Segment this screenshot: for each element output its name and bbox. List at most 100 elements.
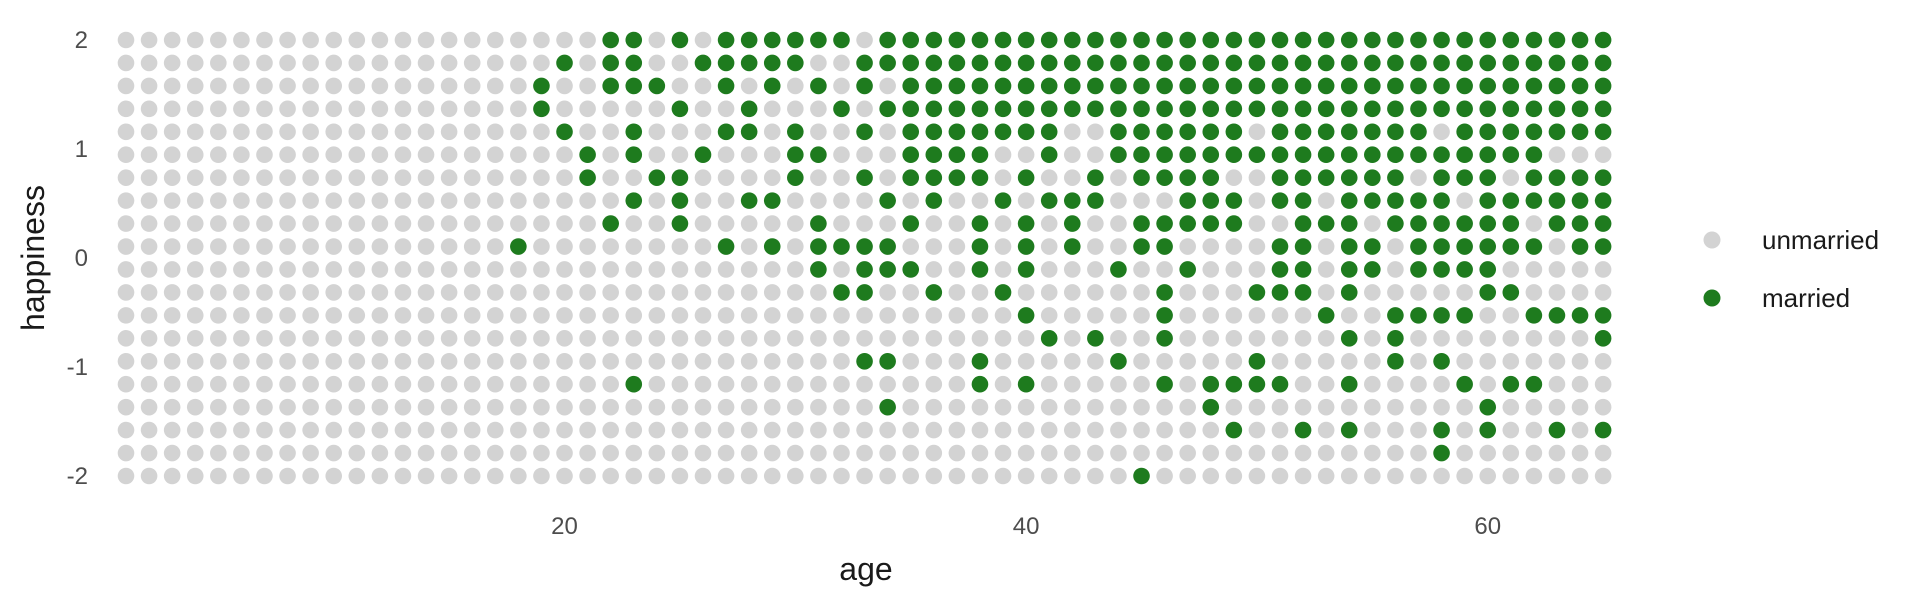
unmarried-point <box>417 444 435 462</box>
unmarried-point <box>163 330 181 347</box>
unmarried-point <box>671 330 689 347</box>
unmarried-point <box>233 238 250 255</box>
unmarried-point <box>302 307 319 324</box>
unmarried-point <box>1156 467 1173 485</box>
unmarried-point <box>1571 261 1589 278</box>
married-point <box>1040 31 1058 49</box>
unmarried-point <box>948 284 966 301</box>
unmarried-point <box>902 238 920 255</box>
unmarried-point <box>625 444 643 462</box>
unmarried-point <box>1248 238 1266 255</box>
married-point <box>1017 123 1035 141</box>
married-point <box>1340 100 1358 118</box>
unmarried-point <box>371 398 389 416</box>
unmarried-point <box>1271 330 1289 347</box>
unmarried-point <box>556 31 573 49</box>
unmarried-point <box>325 467 343 485</box>
unmarried-point <box>1225 352 1243 370</box>
unmarried-point <box>463 284 481 301</box>
unmarried-point <box>1110 192 1127 209</box>
married-point <box>1340 330 1358 347</box>
unmarried-point <box>348 261 366 278</box>
unmarried-point <box>625 307 643 324</box>
unmarried-point <box>1571 375 1589 393</box>
married-point <box>1594 100 1612 118</box>
unmarried-point <box>717 192 735 209</box>
married-point <box>1456 146 1473 164</box>
unmarried-point <box>763 146 781 164</box>
unmarried-point <box>140 31 158 49</box>
unmarried-point <box>856 421 873 439</box>
unmarried-point <box>1294 352 1312 370</box>
married-point <box>1571 238 1589 255</box>
married-point <box>879 238 896 255</box>
unmarried-point <box>1202 307 1220 324</box>
unmarried-point <box>1110 467 1127 485</box>
married-point <box>1594 192 1612 209</box>
married-point <box>1133 467 1150 485</box>
unmarried-point <box>210 307 227 324</box>
married-point <box>1202 192 1220 209</box>
married-point <box>879 261 896 278</box>
unmarried-point <box>348 375 366 393</box>
married-point <box>1548 421 1566 439</box>
married-point <box>1225 77 1243 95</box>
unmarried-point <box>1387 375 1404 393</box>
unmarried-point <box>671 77 689 95</box>
unmarried-point <box>1156 444 1173 462</box>
married-point <box>1548 169 1566 186</box>
unmarried-point <box>925 421 943 439</box>
unmarried-point <box>971 192 989 209</box>
y-axis-ticks: -2 -1 0 1 2 <box>67 27 88 490</box>
unmarried-point <box>417 146 435 164</box>
married-point <box>1040 146 1058 164</box>
unmarried-point <box>371 421 389 439</box>
unmarried-point <box>1156 398 1173 416</box>
unmarried-point <box>394 261 412 278</box>
married-point <box>1571 31 1589 49</box>
unmarried-point <box>279 375 296 393</box>
married-point <box>1502 238 1520 255</box>
unmarried-point <box>671 54 689 72</box>
married-point <box>1179 31 1196 49</box>
married-point <box>602 54 619 72</box>
unmarried-point <box>763 123 781 141</box>
unmarried-point <box>163 444 181 462</box>
unmarried-point <box>140 421 158 439</box>
married-point <box>1410 307 1427 324</box>
unmarried-point <box>186 238 204 255</box>
unmarried-point <box>186 215 204 232</box>
unmarried-point <box>233 444 250 462</box>
unmarried-point <box>856 192 873 209</box>
unmarried-point <box>371 352 389 370</box>
married-point <box>1433 100 1450 118</box>
unmarried-point <box>1525 330 1543 347</box>
unmarried-point <box>533 192 550 209</box>
married-point <box>994 54 1012 72</box>
unmarried-point <box>1225 169 1243 186</box>
unmarried-point <box>763 375 781 393</box>
unmarried-point <box>256 54 273 72</box>
married-point <box>971 352 989 370</box>
unmarried-point <box>1525 398 1543 416</box>
unmarried-point <box>602 169 619 186</box>
married-point <box>717 54 735 72</box>
unmarried-point <box>1456 444 1473 462</box>
unmarried-point <box>763 284 781 301</box>
married-point <box>971 375 989 393</box>
unmarried-point <box>717 467 735 485</box>
unmarried-point <box>740 398 758 416</box>
married-point <box>717 31 735 49</box>
married-point <box>1502 54 1520 72</box>
unmarried-point <box>648 444 666 462</box>
unmarried-point <box>787 330 804 347</box>
unmarried-point <box>117 330 135 347</box>
married-point <box>1502 146 1520 164</box>
unmarried-point <box>763 444 781 462</box>
unmarried-point <box>948 330 966 347</box>
unmarried-point <box>556 467 573 485</box>
married-point <box>1479 31 1497 49</box>
unmarried-point <box>394 375 412 393</box>
unmarried-point <box>740 284 758 301</box>
unmarried-point <box>302 398 319 416</box>
